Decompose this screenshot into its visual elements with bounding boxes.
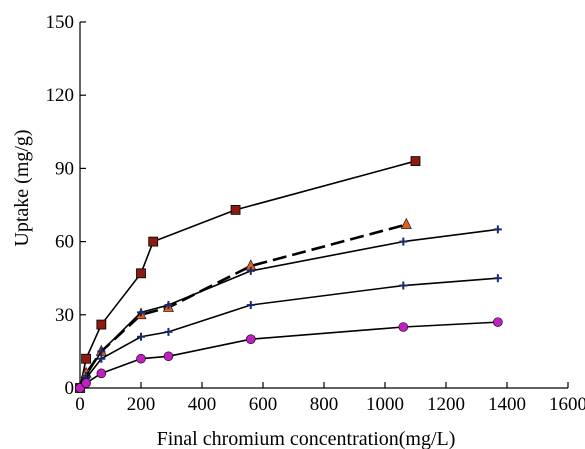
data-point [493, 274, 502, 283]
data-point [137, 308, 145, 317]
data-point [164, 301, 173, 310]
data-point [81, 378, 91, 388]
data-point [246, 266, 255, 275]
data-point [246, 301, 255, 310]
x-axis-title: Final chromium concentration(mg/L) [157, 428, 456, 449]
axes: 0 30 60 90 120 150 0 200 400 600 800 1000 1200 1400 16… [46, 12, 585, 415]
data-point [230, 204, 241, 215]
data-point [97, 354, 106, 363]
data-point [399, 281, 408, 290]
data-point [164, 327, 173, 336]
data-point [493, 317, 503, 327]
data-point [81, 353, 91, 364]
data-point [399, 237, 408, 246]
data-point [398, 322, 409, 332]
x-tick-label: 1400 [488, 394, 526, 415]
data-point [96, 319, 107, 330]
data-point [163, 351, 174, 362]
series-line [79, 228, 498, 389]
labels: Final chromium concentration(mg/L) Uptak… [11, 129, 455, 449]
series-line [79, 160, 416, 389]
data-point [97, 347, 106, 356]
series-layer [74, 156, 503, 393]
y-axis-title: Uptake (mg/g) [11, 129, 33, 246]
series-4 [76, 274, 502, 392]
x-tick-label: 800 [310, 394, 339, 415]
series-1 [75, 156, 421, 393]
x-tick-label: 0 [75, 394, 85, 415]
y-tick-label: 30 [55, 305, 74, 326]
data-point [148, 236, 159, 247]
series-5 [75, 317, 503, 393]
data-point [400, 217, 412, 229]
data-point [493, 225, 502, 234]
x-tick-label: 1000 [366, 394, 404, 415]
data-point [136, 268, 146, 279]
y-tick-label: 0 [65, 378, 75, 399]
x-tick-label: 400 [188, 394, 217, 415]
x-tick-label: 1600 [549, 394, 585, 415]
series-2 [74, 217, 412, 393]
data-point [96, 368, 107, 379]
y-tick-label: 90 [55, 158, 74, 179]
series-3 [76, 225, 502, 392]
data-point [136, 353, 146, 364]
data-point [410, 156, 421, 166]
x-tick-label: 200 [127, 394, 156, 415]
data-point [246, 334, 256, 345]
data-point [137, 332, 145, 341]
y-tick-label: 60 [55, 232, 74, 253]
series-line [79, 277, 498, 389]
x-tick-label: 600 [249, 394, 278, 415]
y-tick-label: 120 [46, 85, 75, 106]
x-tick-label: 1200 [427, 394, 465, 415]
y-tick-label: 150 [46, 12, 75, 33]
